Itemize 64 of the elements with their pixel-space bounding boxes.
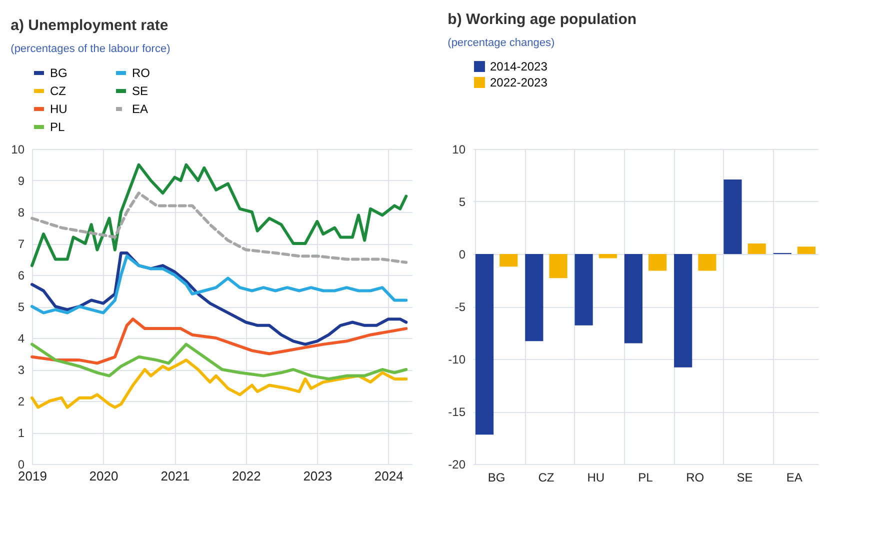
y-tick-label: 9: [18, 174, 25, 188]
bar: [475, 254, 494, 435]
y-tick-label: -15: [448, 405, 466, 419]
y-tick-label: 4: [18, 332, 25, 346]
chart-title: b) Working age population: [448, 11, 637, 28]
x-tick-label: RO: [686, 470, 704, 484]
x-tick-label: EA: [786, 470, 802, 484]
bar: [648, 254, 667, 271]
legend-label: 2022-2023: [490, 76, 548, 90]
bar: [624, 254, 642, 344]
bar: [674, 254, 692, 368]
x-tick-label: CZ: [538, 470, 554, 484]
y-tick-label: 8: [18, 206, 25, 220]
line-series: [30, 254, 408, 314]
legend-label: CZ: [50, 84, 66, 98]
y-tick-label: 7: [18, 237, 25, 251]
bar: [797, 246, 816, 254]
x-tick-label: 2022: [232, 468, 261, 484]
legend-label: RO: [132, 66, 150, 80]
y-tick-label: 5: [18, 300, 25, 314]
line-series: [30, 358, 408, 409]
line-series: [30, 251, 408, 346]
x-tick-label: 2019: [18, 468, 47, 484]
x-tick-label: SE: [736, 470, 753, 484]
y-tick-label: -5: [454, 300, 466, 314]
y-tick-label: 2: [18, 394, 25, 408]
x-tick-label: 2021: [160, 468, 190, 484]
y-tick-label: 5: [458, 195, 466, 209]
x-tick-label: PL: [638, 470, 654, 484]
bar: [698, 254, 716, 271]
line-series: [30, 318, 408, 365]
line-series: [30, 192, 408, 264]
y-tick-label: 6: [18, 268, 25, 282]
chart-subtitle: (percentages of the labour force): [10, 43, 170, 55]
bar: [598, 254, 617, 258]
line-series: [30, 342, 408, 380]
x-tick-label: 2024: [374, 468, 404, 484]
x-tick-label: 2020: [89, 468, 118, 484]
bar: [500, 254, 518, 267]
bar: [724, 179, 742, 254]
x-tick-label: 2023: [303, 468, 332, 484]
y-tick-label: -10: [448, 352, 466, 366]
y-tick-label: -20: [448, 458, 466, 472]
line-series: [30, 163, 408, 268]
y-tick-label: 10: [11, 142, 25, 156]
legend-label: 2014-2023: [490, 60, 548, 74]
legend-label: PL: [50, 120, 66, 134]
legend-label: EA: [132, 102, 148, 116]
legend-label: SE: [132, 84, 148, 98]
y-tick-label: 1: [18, 426, 25, 440]
y-tick-label: 0: [458, 248, 466, 262]
bar: [549, 254, 568, 278]
legend-label: BG: [50, 66, 68, 80]
legend-label: HU: [50, 102, 68, 116]
y-tick-label: 10: [452, 142, 466, 156]
y-tick-label: 3: [18, 363, 25, 377]
chart-subtitle: (percentage changes): [448, 37, 555, 49]
x-tick-label: HU: [587, 470, 605, 484]
bar: [525, 254, 544, 342]
bar: [748, 244, 766, 254]
x-tick-label: BG: [488, 470, 506, 484]
y-tick-label: 0: [18, 458, 25, 472]
bar: [574, 254, 593, 326]
chart-title: a) Unemployment rate: [10, 17, 168, 34]
